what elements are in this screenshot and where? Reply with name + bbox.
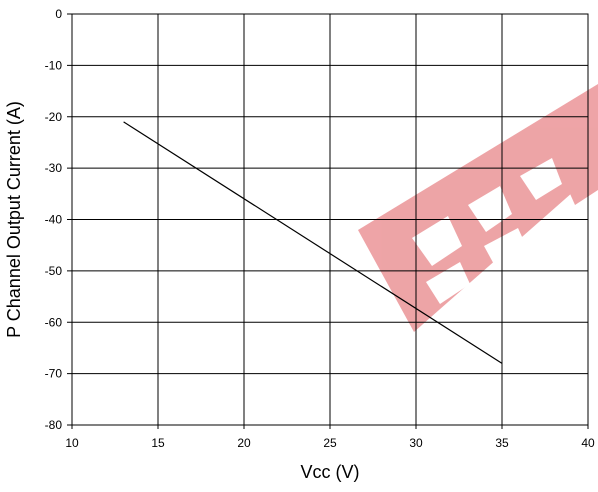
watermark-cutout-1	[412, 216, 462, 266]
grid-lines	[71, 13, 589, 426]
x-tick-label: 20	[237, 436, 251, 450]
x-tick-label: 10	[65, 436, 79, 450]
y-tick-label: -60	[45, 315, 63, 329]
y-tick-label: -40	[45, 213, 63, 227]
y-tick-label: -80	[45, 418, 63, 432]
y-axis-title: P Channel Output Current (A)	[4, 101, 24, 338]
series-group	[123, 121, 503, 364]
watermark-cutout-2	[468, 186, 512, 232]
x-tick-label: 25	[323, 436, 337, 450]
y-tick-label: -30	[45, 161, 63, 175]
watermark-cutout-4	[426, 262, 470, 304]
y-tick-label: -70	[45, 367, 63, 381]
x-axis-title: Vcc (V)	[300, 462, 359, 482]
y-axis-ticks: 0 -10 -20 -30 -40 -50 -60 -70 -80	[45, 7, 72, 432]
watermark-cutout-5	[484, 228, 528, 268]
y-tick-label: 0	[55, 7, 62, 21]
x-tick-label: 15	[151, 436, 165, 450]
series-line	[123, 121, 503, 364]
y-tick-label: -50	[45, 264, 63, 278]
watermark-bar-upper	[555, 130, 598, 205]
y-tick-label: -20	[45, 110, 63, 124]
x-axis-ticks: 10 15 20 25 30 35 40	[65, 425, 595, 450]
x-tick-label: 35	[495, 436, 509, 450]
x-tick-label: 30	[409, 436, 423, 450]
x-tick-label: 40	[581, 436, 595, 450]
y-tick-label: -10	[45, 58, 63, 72]
